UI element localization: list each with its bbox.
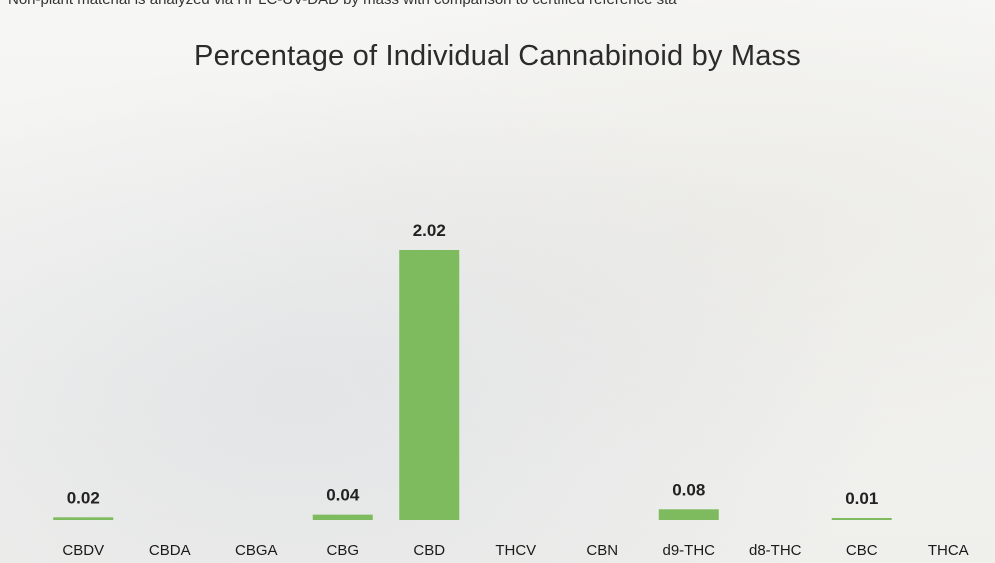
value-label-cbd: 2.02 (413, 221, 446, 240)
chart-title: Percentage of Individual Cannabinoid by … (194, 40, 801, 72)
category-label-thcv: THCV (495, 542, 536, 559)
value-label-cbdv: 0.02 (67, 488, 100, 507)
value-label-cbc: 0.01 (845, 489, 878, 508)
category-label-cbda: CBDA (149, 542, 191, 559)
bar-cbc (831, 518, 892, 520)
bar-cbg (312, 514, 373, 520)
category-label-cbdv: CBDV (62, 542, 104, 559)
bars-group (53, 250, 892, 520)
bar-d9-thc (658, 509, 719, 520)
value-label-d9-thc: 0.08 (672, 480, 705, 499)
bar-cbd (399, 250, 460, 520)
bar-cbdv (53, 517, 114, 520)
category-label-thca: THCA (928, 542, 969, 559)
category-labels-group: CBDV CBDA CBGA CBG CBD THCV CBN d9-THC d8-THC CBC… (62, 542, 968, 559)
category-label-d9-thc: d9-THC (662, 542, 715, 559)
header-note: Non-plant material is analyzed via HPLC-… (8, 0, 995, 8)
value-labels-group: 0.02 0.04 2.02 0.08 0.01 (67, 221, 879, 508)
value-label-cbg: 0.04 (326, 486, 360, 505)
category-label-d8-thc: d8-THC (749, 542, 802, 559)
category-label-cbc: CBC (846, 542, 878, 559)
category-label-cbn: CBN (586, 542, 618, 559)
category-label-cbg: CBG (326, 542, 359, 559)
category-label-cbga: CBGA (235, 542, 278, 559)
category-label-cbd: CBD (413, 542, 445, 559)
